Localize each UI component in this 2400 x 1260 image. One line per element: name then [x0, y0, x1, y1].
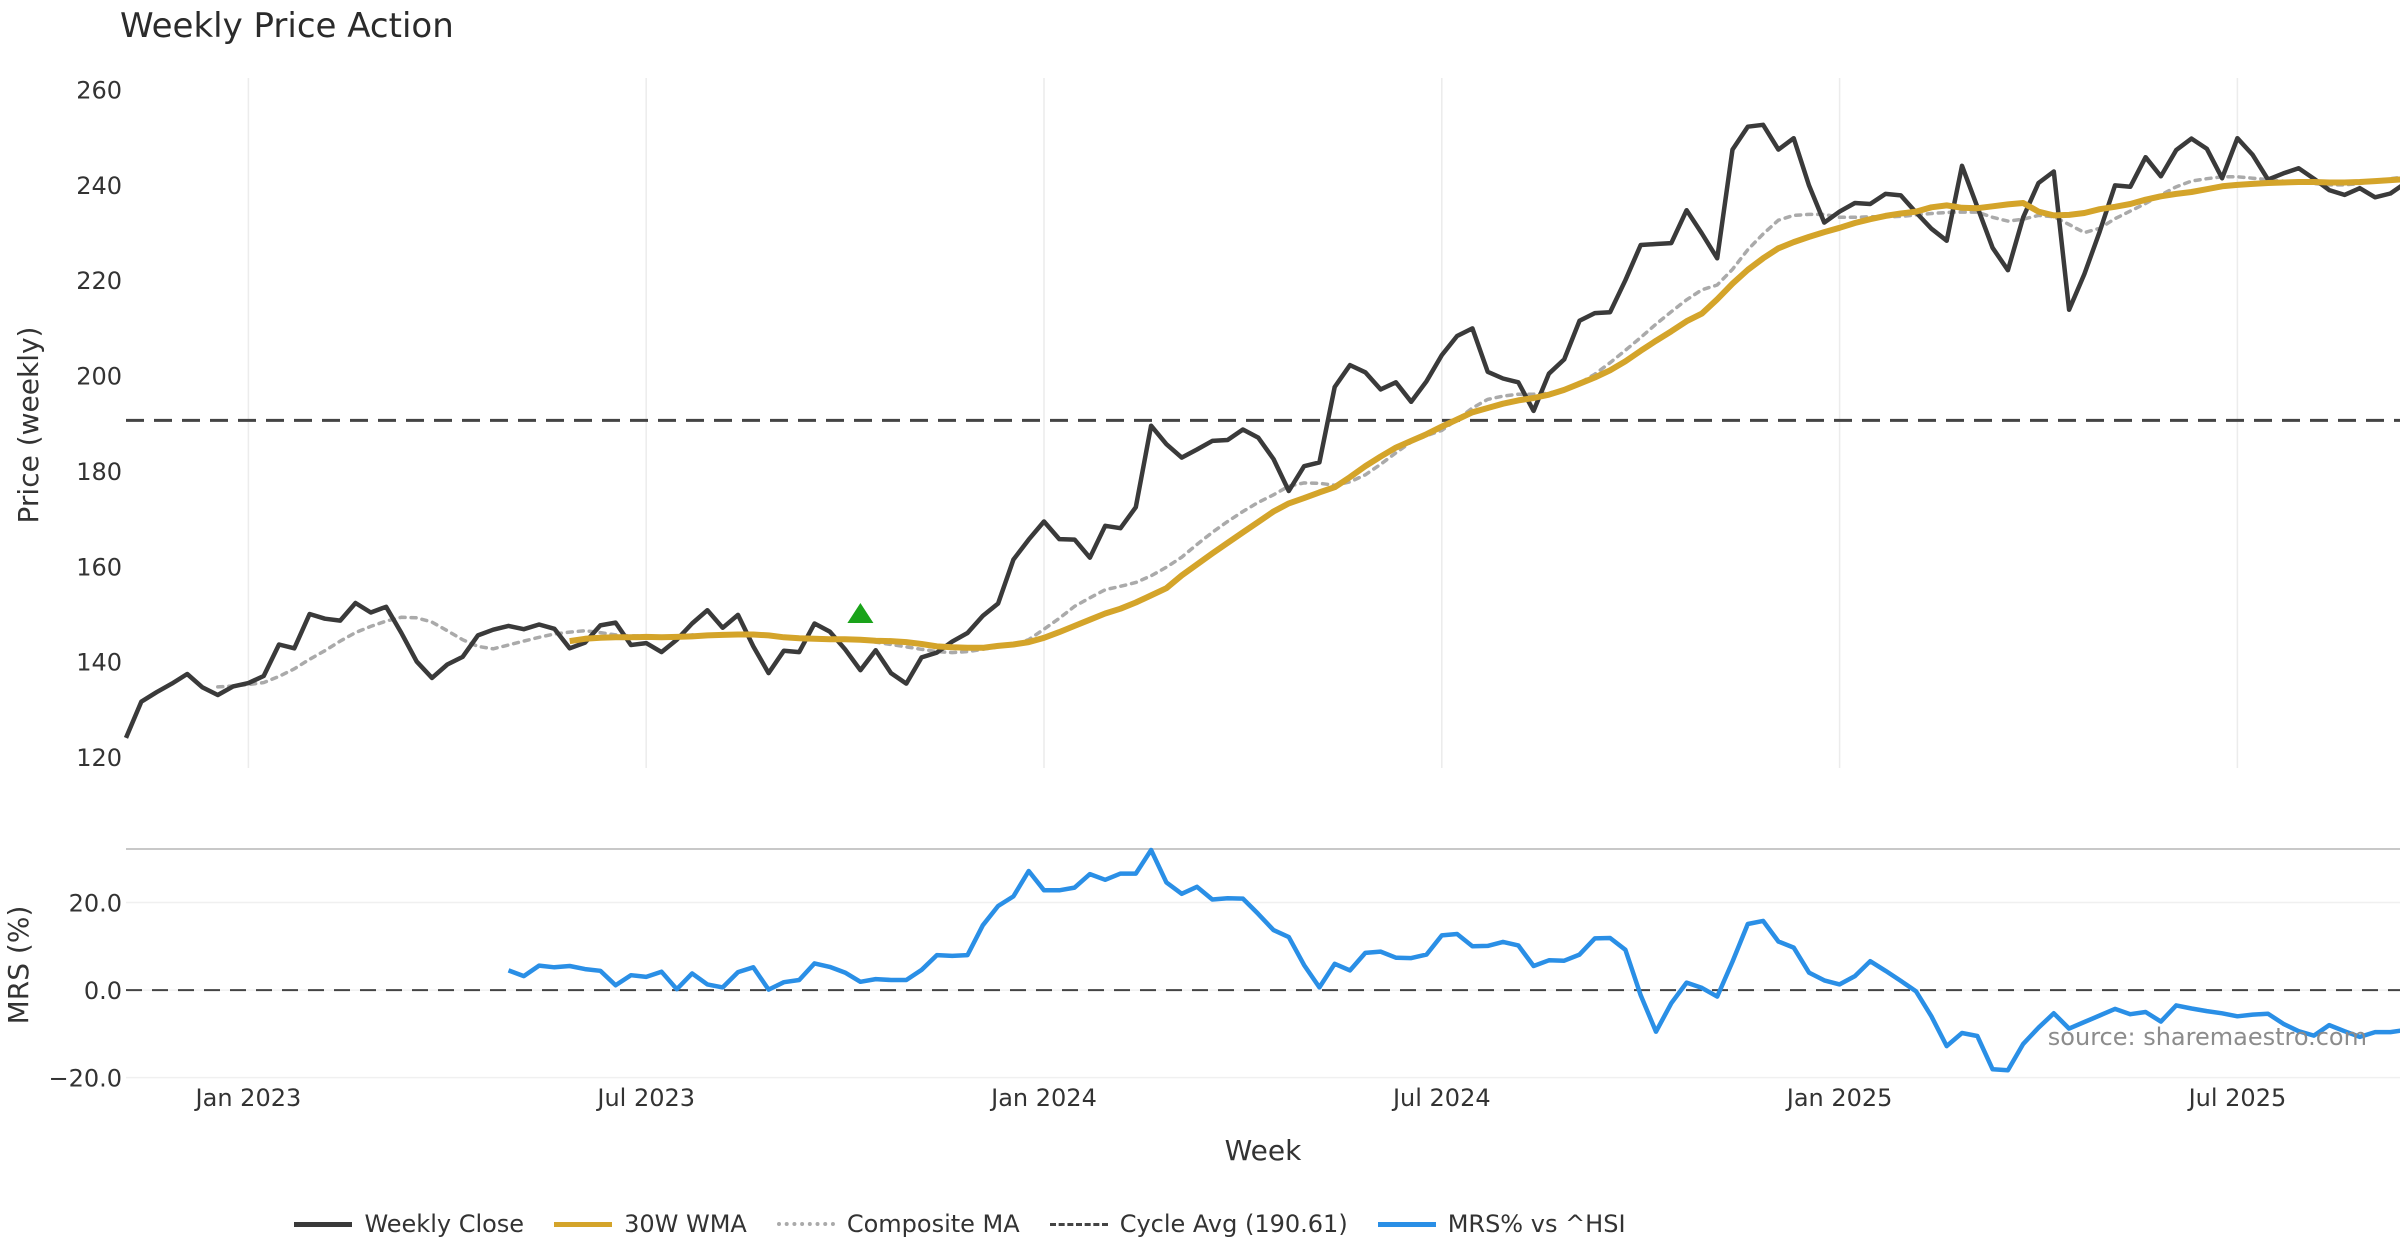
x-tick-label: Jan 2025 [1785, 1084, 1893, 1112]
legend-swatch-weekly-close [294, 1221, 353, 1227]
legend-item-mrs: MRS% vs ^HSI [1377, 1210, 1626, 1238]
legend-item-30w-wma: 30W WMA [554, 1210, 747, 1238]
legend-swatch-composite-ma [776, 1222, 835, 1226]
legend-swatch-30w-wma [554, 1221, 613, 1227]
x-tick-label: Jul 2024 [1391, 1084, 1491, 1112]
chart-title: Weekly Price Action [120, 6, 454, 46]
mrs-ytick-label: 0.0 [84, 977, 122, 1005]
legend-label: Cycle Avg (190.61) [1119, 1210, 1348, 1238]
price-ytick-label: 160 [76, 553, 122, 581]
legend-label: Weekly Close [364, 1210, 525, 1238]
x-tick-label: Jul 2023 [595, 1084, 695, 1112]
mrs-ytick-label: 20.0 [69, 890, 122, 918]
legend-label: 30W WMA [624, 1210, 747, 1238]
series-30w-wma [569, 176, 2400, 651]
mrs-ytick-label: −20.0 [48, 1065, 122, 1093]
x-tick-label: Jan 2024 [989, 1084, 1097, 1112]
legend-swatch-mrs [1377, 1221, 1436, 1227]
mrs-ylabel: MRS (%) [2, 906, 35, 1025]
price-ytick-label: 240 [76, 172, 122, 200]
price-ytick-label: 200 [76, 363, 122, 391]
price-ytick-label: 180 [76, 458, 122, 486]
buy-signal-marker [847, 602, 874, 623]
legend: Weekly Close 30W WMA Composite MA Cycle … [0, 1210, 1920, 1238]
series-mrs [507, 847, 2400, 1073]
x-tick-label: Jan 2023 [194, 1084, 302, 1112]
legend-item-weekly-close: Weekly Close [294, 1210, 524, 1238]
price-ytick-label: 220 [76, 267, 122, 295]
x-axis-label: Week [1225, 1134, 1302, 1167]
series-weekly-close [123, 122, 2400, 739]
legend-swatch-cycle-avg [1049, 1222, 1108, 1226]
price-ytick-label: 140 [76, 649, 122, 677]
legend-item-cycle-avg: Cycle Avg (190.61) [1049, 1210, 1348, 1238]
price-ytick-label: 260 [76, 77, 122, 105]
series-composite-ma [216, 175, 2400, 689]
price-panel: 120 140 160 180 200 220 240 260 Price (weekly) [12, 77, 2400, 772]
x-tick-label: Jul 2025 [2187, 1084, 2287, 1112]
legend-label: Composite MA [846, 1210, 1020, 1238]
source-annotation: source: sharemaestro.com [2048, 1023, 2367, 1051]
price-ylabel: Price (weekly) [12, 327, 45, 524]
legend-label: MRS% vs ^HSI [1447, 1210, 1626, 1238]
price-ytick-label: 120 [76, 744, 122, 772]
legend-item-composite-ma: Composite MA [776, 1210, 1020, 1238]
mrs-panel: −20.0 0.0 20.0 MRS (%) source: sharemaestro.… [2, 847, 2400, 1167]
